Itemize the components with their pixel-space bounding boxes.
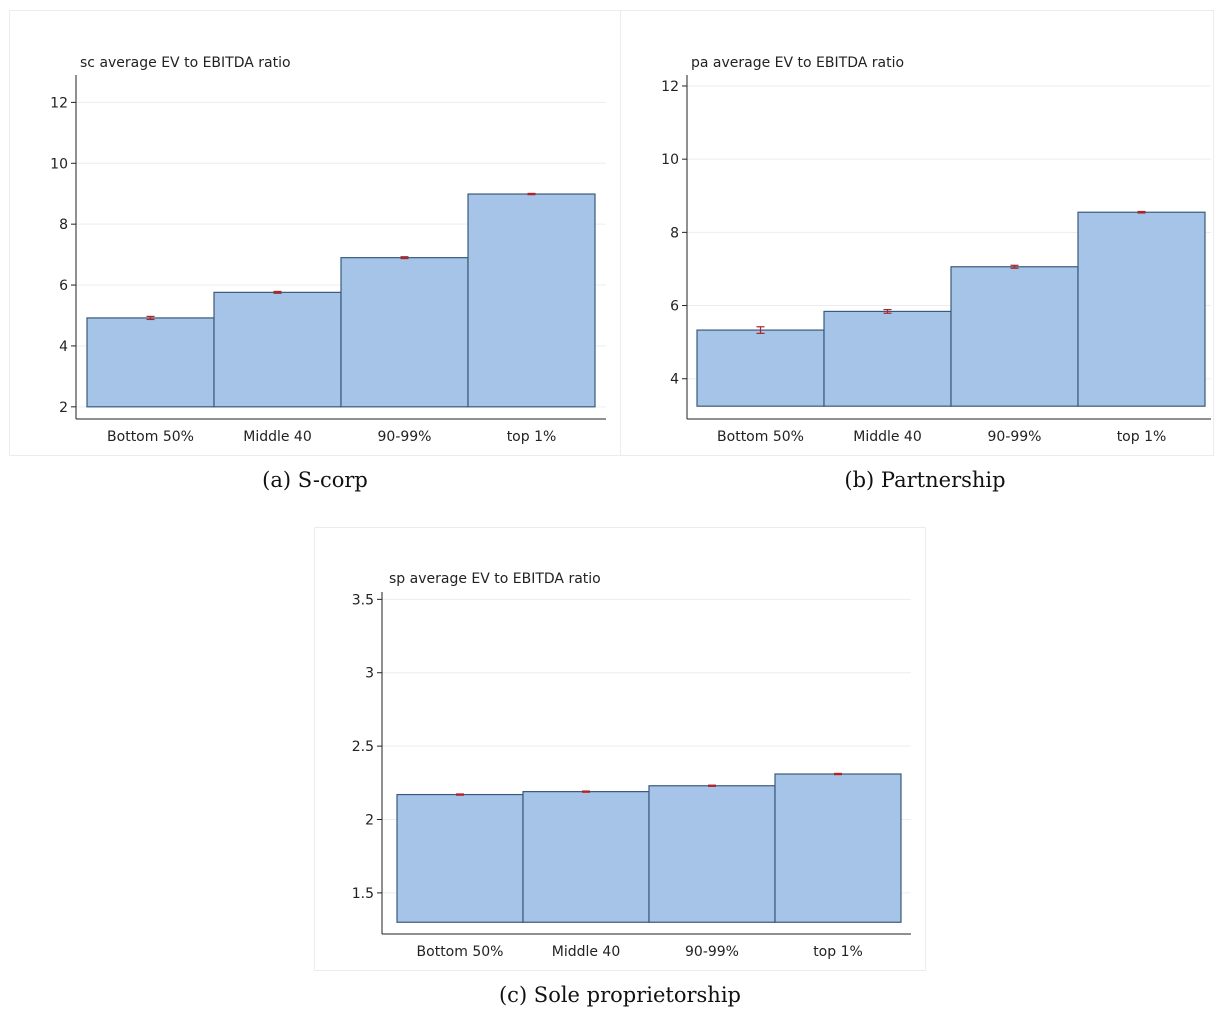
bar — [86, 317, 215, 408]
bar — [696, 329, 825, 407]
x-tick-label: Middle 40 — [853, 429, 922, 445]
y-tick-label: 6 — [670, 299, 679, 315]
chart-title: sc average EV to EBITDA ratio — [80, 55, 291, 71]
chart-panel-sole-proprietorship: Bottom 50% Middle 40 90-99% top 1% 1.5 2 2.5 3 3… — [314, 527, 926, 971]
bar — [774, 773, 902, 923]
bar — [467, 193, 596, 408]
x-tick-label: Bottom 50% — [107, 429, 194, 445]
x-tick-label: Bottom 50% — [717, 429, 804, 445]
y-tick-label: 2 — [59, 400, 68, 416]
bar — [823, 310, 952, 407]
chart-title: sp average EV to EBITDA ratio — [389, 571, 601, 587]
chart-sole-proprietorship: Bottom 50% Middle 40 90-99% top 1% 1.5 2 2.5 3 3… — [352, 571, 911, 960]
x-tick-label: 90-99% — [988, 429, 1042, 445]
bar — [340, 257, 469, 408]
bar — [396, 793, 524, 923]
y-tick-label: 8 — [59, 217, 68, 233]
bar — [213, 291, 342, 408]
x-tick-label: Middle 40 — [552, 944, 621, 960]
x-tick-label: top 1% — [1117, 429, 1167, 445]
y-tick-label: 8 — [670, 225, 679, 241]
chart-panel-partnership: Bottom 50% Middle 40 90-99% top 1% 4 6 8 10 12 pa… — [620, 10, 1214, 456]
x-tick-label: 90-99% — [378, 429, 432, 445]
y-tick-label: 10 — [661, 152, 679, 168]
y-tick-label: 2.5 — [352, 739, 374, 755]
y-tick-label: 4 — [670, 372, 679, 388]
bar — [1077, 211, 1206, 407]
x-tick-label: top 1% — [507, 429, 557, 445]
y-tick-label: 3.5 — [352, 592, 374, 608]
bar — [522, 791, 650, 923]
bar — [950, 266, 1079, 407]
y-tick-label: 3 — [365, 666, 374, 682]
y-tick-label: 1.5 — [352, 886, 374, 902]
caption-scorp: (a) S-corp — [262, 468, 368, 492]
chart-scorp: Bottom 50% Middle 40 90-99% top 1% 2 4 6 8 10 12 s… — [50, 55, 606, 445]
chart-panel-scorp: Bottom 50% Middle 40 90-99% top 1% 2 4 6 8 10 12 s… — [9, 10, 621, 456]
y-tick-label: 12 — [661, 79, 679, 95]
chart-title: pa average EV to EBITDA ratio — [691, 55, 904, 71]
chart-partnership: Bottom 50% Middle 40 90-99% top 1% 4 6 8 10 12 pa… — [661, 55, 1211, 445]
caption-partnership: (b) Partnership — [844, 468, 1006, 492]
bar — [648, 785, 776, 923]
y-tick-label: 10 — [50, 156, 68, 172]
y-tick-label: 4 — [59, 339, 68, 355]
caption-sole-proprietorship: (c) Sole proprietorship — [498, 983, 741, 1007]
x-tick-label: Bottom 50% — [417, 944, 504, 960]
y-tick-label: 6 — [59, 278, 68, 294]
x-tick-label: Middle 40 — [243, 429, 312, 445]
x-tick-label: top 1% — [813, 944, 863, 960]
x-tick-label: 90-99% — [685, 944, 739, 960]
y-tick-label: 2 — [365, 813, 374, 829]
y-tick-label: 12 — [50, 95, 68, 111]
